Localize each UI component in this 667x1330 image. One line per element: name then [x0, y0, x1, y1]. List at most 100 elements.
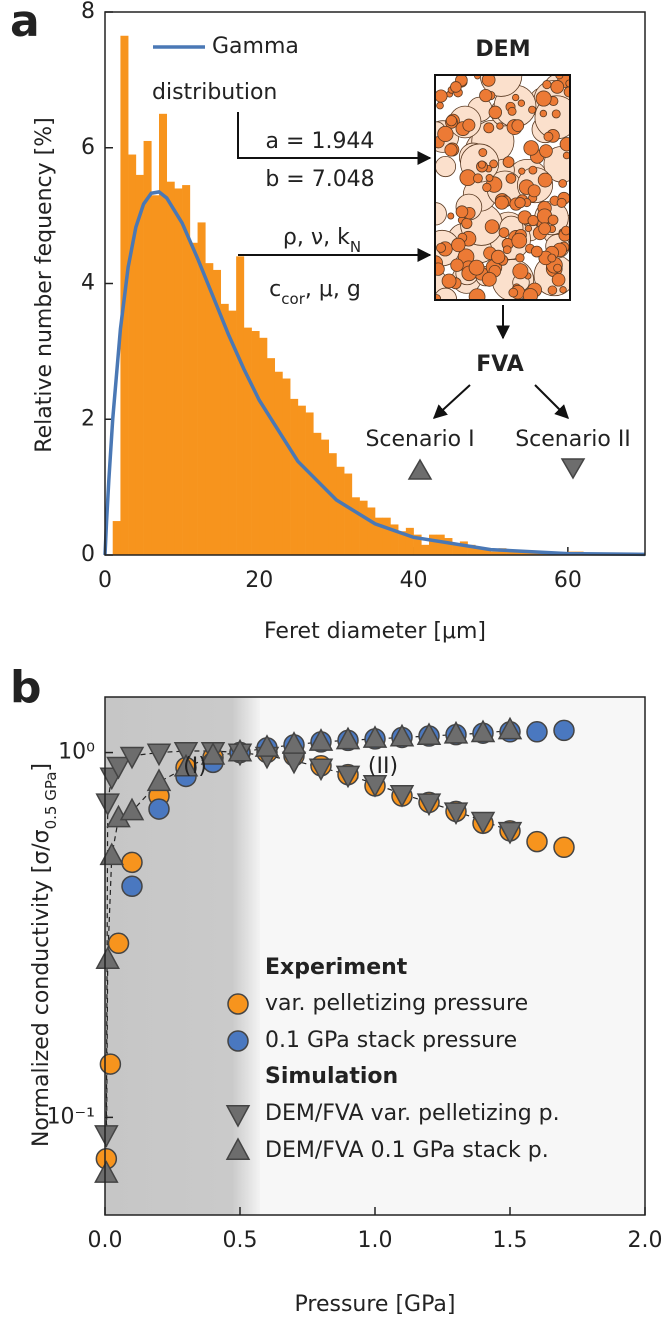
- annotation: DEM: [475, 37, 530, 62]
- particle: [468, 259, 485, 276]
- legend-label: DEM/FVA var. pelletizing p.: [265, 1101, 560, 1126]
- y-tick-label: 2: [81, 406, 95, 431]
- particle: [437, 125, 454, 143]
- x-tick-label: 40: [400, 568, 428, 593]
- histogram-bar: [367, 507, 376, 555]
- legend-heading: Experiment: [265, 955, 408, 980]
- particle: [551, 272, 566, 287]
- marker: [173, 741, 199, 765]
- histogram-bar: [290, 398, 299, 555]
- legend-marker: [227, 1030, 249, 1052]
- histogram-bar: [159, 113, 168, 555]
- histogram-bar: [421, 544, 430, 555]
- y-tick-label: 4: [81, 271, 95, 296]
- particle: [508, 287, 519, 298]
- histogram-bar: [436, 534, 445, 555]
- particle: [435, 262, 445, 276]
- particle: [435, 89, 448, 103]
- annotation: a = 1.944: [266, 129, 375, 154]
- particle: [445, 115, 457, 127]
- arrow: [534, 384, 569, 419]
- histogram-bar: [228, 310, 237, 555]
- particle: [481, 75, 496, 87]
- dem-box: [434, 74, 571, 301]
- particle: [468, 288, 486, 300]
- histogram-bar: [128, 154, 137, 555]
- gamma-curve: [103, 190, 646, 557]
- particle: [483, 122, 495, 134]
- marker: [254, 734, 280, 757]
- histogram-bar: [521, 551, 530, 555]
- legend-marker: [227, 993, 249, 1015]
- histogram-bar: [313, 432, 322, 555]
- marker: [526, 721, 548, 743]
- plot-frame: [104, 696, 646, 1216]
- legend-label-line: Gamma: [212, 34, 306, 59]
- particle: [556, 197, 567, 208]
- particle: [561, 225, 570, 236]
- particle: [447, 212, 455, 220]
- x-tick-label: 20: [245, 568, 273, 593]
- x-tick-label: 0.0: [88, 1228, 123, 1253]
- histogram-bar: [174, 188, 183, 555]
- annotation-part: ρ, ν, k: [283, 225, 350, 250]
- particle: [553, 263, 562, 273]
- histogram-bar: [282, 378, 291, 555]
- particle: [539, 144, 553, 158]
- annotation: FVA: [476, 352, 524, 377]
- particle: [494, 195, 509, 210]
- marker: [362, 774, 388, 798]
- particle: [523, 140, 539, 156]
- particle: [547, 253, 557, 263]
- particle: [491, 249, 506, 264]
- annotation: ccor, μ, g: [269, 277, 361, 308]
- marker: [107, 932, 130, 955]
- particle: [528, 105, 537, 114]
- histogram-bar: [390, 524, 399, 555]
- x-tick-label: 1.0: [358, 1228, 393, 1253]
- histogram-bar: [135, 174, 144, 555]
- marker: [94, 1160, 119, 1183]
- particle: [507, 106, 517, 116]
- particle: [498, 227, 510, 238]
- annotation-part: cor: [281, 290, 305, 308]
- particle: [514, 197, 526, 209]
- particle: [485, 174, 494, 182]
- panel-label: b: [10, 662, 42, 713]
- particle: [530, 245, 543, 258]
- histogram-bar: [413, 534, 422, 555]
- particle: [511, 119, 525, 132]
- marker: [470, 719, 496, 743]
- particle: [515, 253, 525, 263]
- histogram-bar: [243, 327, 252, 555]
- particle: [496, 122, 504, 130]
- histogram-bar: [351, 497, 360, 555]
- particle: [481, 271, 497, 287]
- particle: [517, 99, 526, 107]
- marker: [99, 1053, 122, 1075]
- marker: [148, 798, 170, 820]
- histogram-bar: [444, 538, 453, 555]
- histogram-bar: [197, 222, 206, 555]
- marker: [362, 725, 388, 748]
- particle: [522, 288, 538, 300]
- marker: [146, 743, 172, 767]
- particle: [477, 160, 486, 169]
- particle: [473, 173, 483, 184]
- marker: [497, 716, 523, 740]
- particle: [524, 224, 533, 233]
- histogram-bar: [405, 527, 414, 555]
- particle: [518, 167, 526, 175]
- particle: [538, 222, 551, 236]
- histogram-bar: [475, 548, 484, 555]
- particle: [512, 263, 529, 280]
- particle: [441, 273, 457, 289]
- particle: [462, 118, 476, 132]
- histogram-bar: [274, 371, 283, 555]
- x-tick-label: 60: [554, 568, 582, 593]
- marker: [106, 756, 131, 780]
- histogram-bar: [336, 466, 345, 555]
- x-axis-label: Feret diameter [μm]: [264, 619, 486, 644]
